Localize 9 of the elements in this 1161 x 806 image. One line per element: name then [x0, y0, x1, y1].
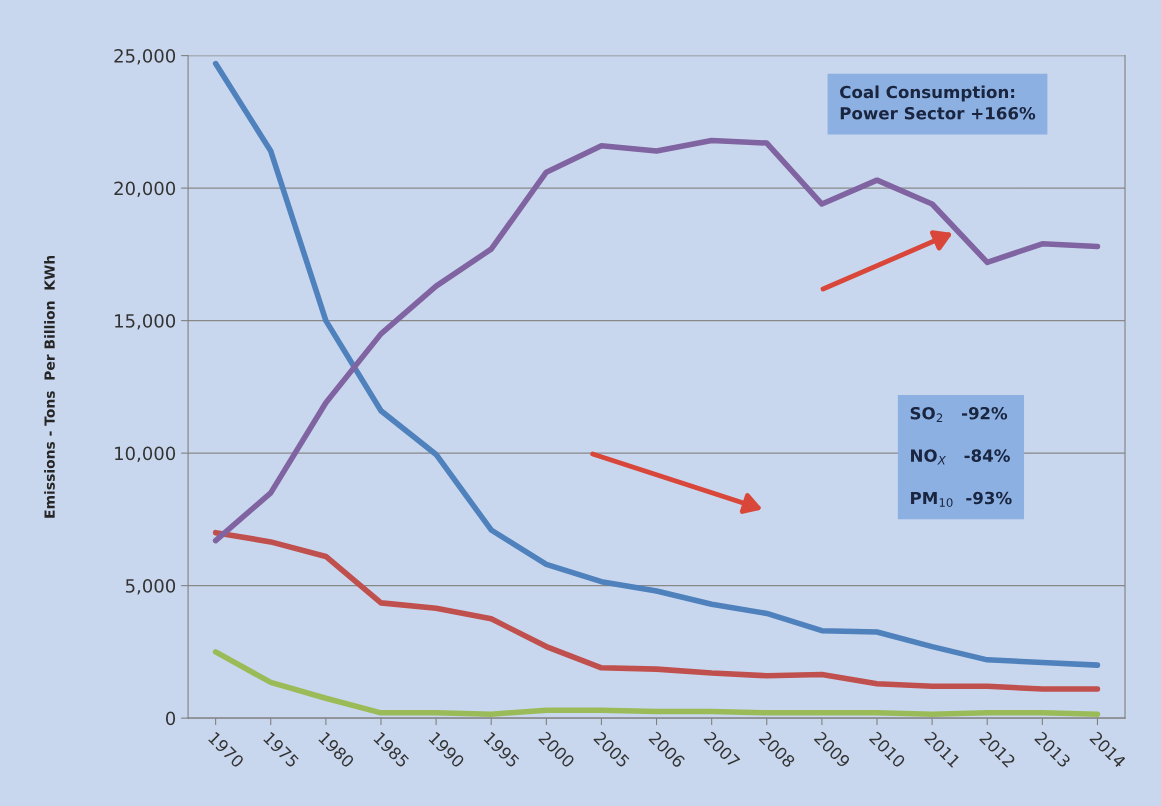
y-tick-label: 0: [165, 711, 176, 726]
y-tick-label: 20,000: [114, 181, 176, 198]
y-tick-label: 10,000: [115, 446, 176, 463]
y-tick-label: 25,000: [114, 49, 176, 65]
text: SO$_{2}$ -92% NO$_{X}$ -84% PM$_{10}$ -93%: [910, 406, 1012, 507]
y-tick-label: 15,000: [115, 314, 176, 330]
annotation: Coal Consumption: Power Sector +166%: [840, 85, 1036, 120]
y-tick-label: 5,000: [125, 579, 176, 595]
y-axis-title: Emissions - Tons Per Billion KWh: [44, 255, 55, 518]
